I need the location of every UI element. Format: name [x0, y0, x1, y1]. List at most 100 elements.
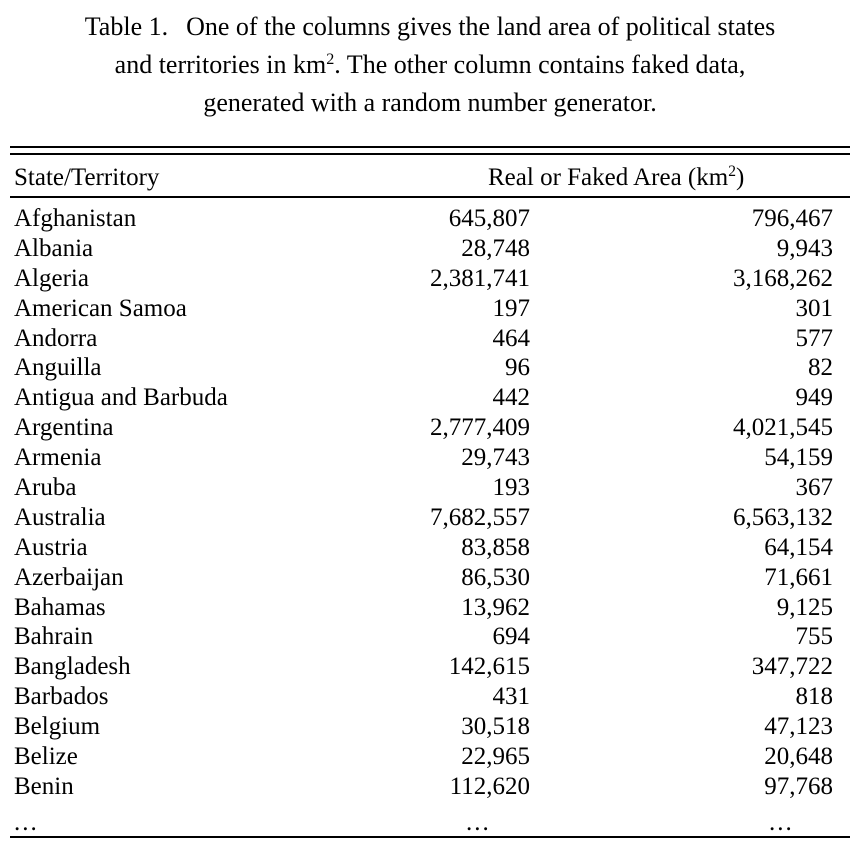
caption-superscript: 2	[326, 51, 335, 69]
area-column-b-cell: 3,168,262	[733, 264, 833, 292]
table-body: Afghanistan 645,807 796,467 Albania 28,748 9,…	[0, 204, 860, 802]
area-column-a-cell: 142,615	[448, 653, 530, 681]
area-column-a-cell: 431	[492, 683, 531, 711]
state-name-cell: Argentina	[14, 414, 114, 442]
caption-text-2-post: . The other column contains faked data,	[334, 50, 746, 79]
ellipsis-column-b: ...	[769, 809, 794, 836]
area-column-b-cell: 347,722	[751, 653, 833, 681]
area-column-b-cell: 6,563,132	[733, 503, 833, 531]
area-column-a-cell: 464	[492, 324, 531, 352]
area-column-a-cell: 28,748	[461, 234, 530, 262]
state-name-cell: Armenia	[14, 444, 102, 472]
table-row: Bahamas 13,962 9,125	[0, 593, 860, 623]
ellipsis-state: ...	[14, 809, 39, 836]
state-name-cell: Bahrain	[14, 623, 94, 651]
area-column-a-cell: 22,965	[461, 743, 530, 771]
state-name-cell: Benin	[14, 772, 74, 800]
table-bottom-rule	[10, 836, 850, 838]
caption-text-1: One of the columns gives the land area o…	[186, 12, 776, 41]
table-row: Armenia 29,743 54,159	[0, 443, 860, 473]
state-name-cell: Bangladesh	[14, 653, 131, 681]
caption-line-3: generated with a random number generator…	[203, 88, 657, 117]
area-column-b-cell: 20,648	[764, 743, 833, 771]
area-column-b-cell: 796,467	[751, 205, 833, 232]
table-row: Antigua and Barbuda 442 949	[0, 383, 860, 413]
area-column-b-cell: 71,661	[764, 563, 833, 591]
header-area-text: Real or Faked Area (km	[488, 164, 729, 191]
area-column-a-cell: 96	[505, 354, 530, 382]
state-name-cell: Barbados	[14, 683, 109, 711]
caption-line-2: and territories in km2. The other column…	[0, 46, 860, 84]
area-column-b-cell: 97,768	[764, 772, 833, 800]
state-name-cell: Antigua and Barbuda	[14, 384, 228, 412]
state-name-cell: Belize	[14, 743, 78, 771]
area-column-b-cell: 949	[795, 384, 834, 412]
state-name-cell: Albania	[14, 234, 94, 262]
area-column-a-cell: 86,530	[461, 563, 530, 591]
state-name-cell: Bahamas	[14, 593, 106, 621]
area-column-b-cell: 818	[795, 683, 834, 711]
area-column-a-cell: 112,620	[449, 772, 530, 800]
area-column-a-cell: 442	[492, 384, 531, 412]
state-name-cell: Australia	[14, 503, 106, 531]
table-row: Austria 83,858 64,154	[0, 533, 860, 563]
state-name-cell: Algeria	[14, 264, 89, 292]
caption-label: Table 1.	[84, 12, 169, 41]
state-name-cell: Afghanistan	[14, 205, 137, 232]
area-column-b-cell: 64,154	[764, 533, 833, 561]
table-caption: Table 1. One of the columns gives the lan…	[0, 8, 860, 122]
area-column-a-cell: 694	[492, 623, 531, 651]
state-name-cell: Anguilla	[14, 354, 102, 382]
table-row: Argentina 2,777,409 4,021,545	[0, 413, 860, 443]
table-row: Anguilla 96 82	[0, 353, 860, 383]
area-column-b-cell: 47,123	[764, 713, 833, 741]
state-name-cell: Austria	[14, 533, 88, 561]
state-name-cell: Andorra	[14, 324, 98, 352]
state-name-cell: Azerbaijan	[14, 563, 124, 591]
area-column-b-cell: 4,021,545	[733, 414, 833, 442]
table-row: Bangladesh 142,615 347,722	[0, 652, 860, 682]
area-column-a-cell: 29,743	[461, 444, 530, 472]
area-column-a-cell: 83,858	[461, 533, 530, 561]
header-area-superscript: 2	[728, 163, 736, 181]
area-column-b-cell: 9,125	[776, 593, 833, 621]
table-row: Australia 7,682,557 6,563,132	[0, 503, 860, 533]
ellipsis-column-a: ...	[466, 809, 491, 836]
table-row: Belize 22,965 20,648	[0, 742, 860, 772]
area-column-b-cell: 82	[808, 354, 833, 382]
table-row: Aruba 193 367	[0, 473, 860, 503]
table-row: Afghanistan 645,807 796,467	[0, 204, 860, 234]
table-row: Benin 112,620 97,768	[0, 772, 860, 802]
table-row: Algeria 2,381,741 3,168,262	[0, 264, 860, 294]
area-column-a-cell: 2,381,741	[430, 264, 530, 292]
table-row: Bahrain 694 755	[0, 622, 860, 652]
header-area-close: )	[735, 164, 745, 191]
caption-line-1: Table 1. One of the columns gives the lan…	[0, 8, 860, 46]
table-row: Belgium 30,518 47,123	[0, 712, 860, 742]
area-column-b-cell: 9,943	[776, 234, 833, 262]
area-column-a-cell: 7,682,557	[430, 503, 530, 531]
area-column-b-cell: 755	[795, 623, 834, 651]
table-row: American Samoa 197 301	[0, 294, 860, 324]
area-column-a-cell: 197	[492, 294, 531, 322]
header-area: Real or Faked Area (km2)	[488, 162, 744, 194]
area-column-b-cell: 577	[795, 324, 834, 352]
area-column-a-cell: 2,777,409	[430, 414, 530, 442]
table-top-rule-inner	[10, 153, 850, 155]
state-name-cell: Belgium	[14, 713, 101, 741]
area-column-a-cell: 193	[492, 474, 531, 502]
header-state-territory: State/Territory	[14, 164, 160, 191]
area-column-b-cell: 301	[795, 294, 834, 322]
state-name-cell: Aruba	[14, 474, 77, 502]
table-row: Azerbaijan 86,530 71,661	[0, 563, 860, 593]
area-column-b-cell: 367	[795, 474, 834, 502]
state-name-cell: American Samoa	[14, 294, 187, 322]
caption-text-2-pre: and territories in km	[114, 50, 327, 79]
area-column-b-cell: 54,159	[764, 444, 833, 472]
table-row: Andorra 464 577	[0, 324, 860, 354]
table-row: Barbados 431 818	[0, 682, 860, 712]
table-top-rule	[10, 146, 850, 148]
table-row: Albania 28,748 9,943	[0, 234, 860, 264]
area-column-a-cell: 30,518	[461, 713, 530, 741]
header-rule	[10, 196, 850, 198]
